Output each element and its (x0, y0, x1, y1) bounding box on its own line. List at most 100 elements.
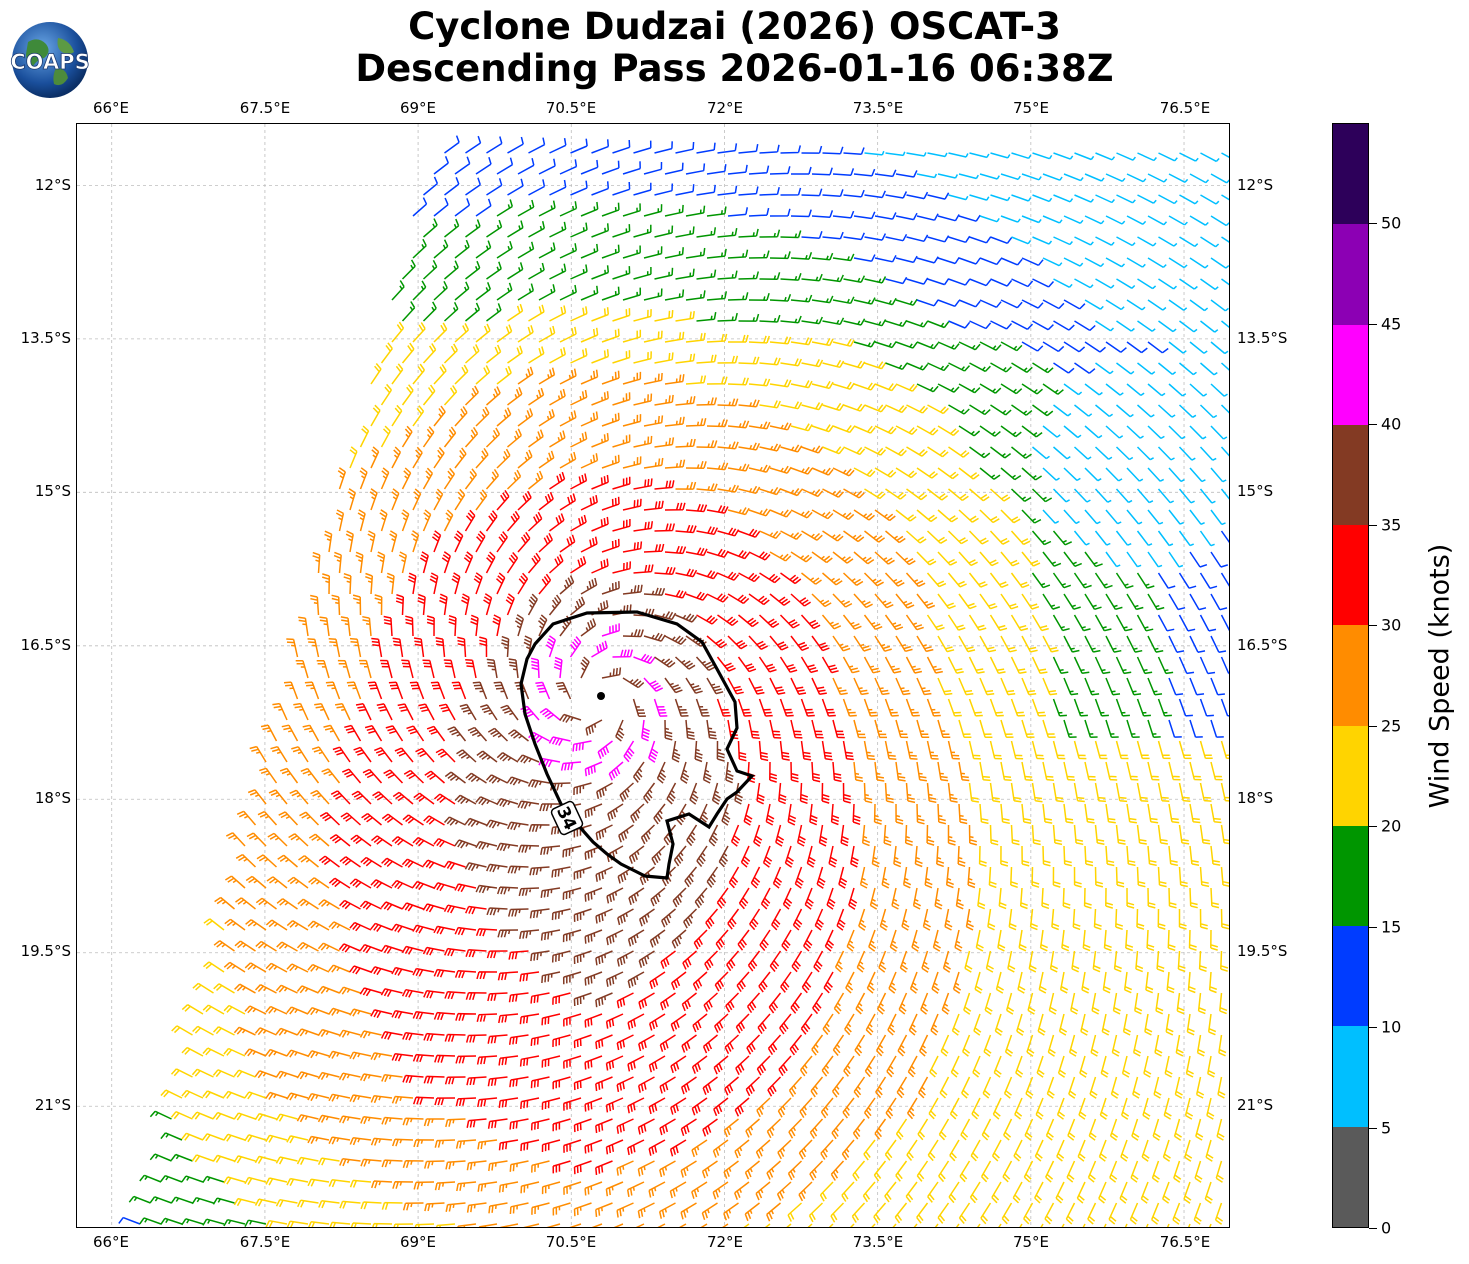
wind-barb (682, 950, 697, 970)
wind-barb (938, 1118, 950, 1141)
wind-barb (487, 1076, 508, 1087)
wind-barb (1010, 656, 1027, 674)
wind-barb (478, 1223, 498, 1227)
wind-barb (828, 845, 838, 868)
wind-barb (727, 249, 749, 259)
wind-barb (580, 453, 599, 469)
wind-barb (864, 404, 887, 413)
wind-barb (496, 365, 512, 385)
wind-barb (695, 656, 716, 671)
wind-barb (916, 803, 925, 825)
wind-barb (479, 636, 488, 658)
wind-barb (1000, 383, 1023, 395)
wind-barb (570, 348, 588, 364)
wind-barb (549, 263, 567, 280)
wind-barb (786, 1223, 792, 1227)
wind-barb (337, 467, 347, 490)
wind-barb (517, 754, 540, 764)
wind-barb (980, 1202, 992, 1225)
wind-barb (391, 879, 414, 890)
wind-barb (549, 179, 567, 196)
wind-barb (1053, 446, 1071, 460)
wind-barb (1151, 1202, 1160, 1225)
wind-barb (1010, 698, 1025, 717)
wind-barb (853, 340, 876, 348)
wind-barb (908, 1013, 918, 1036)
colorbar-segment (1333, 625, 1368, 726)
wind-barb (780, 145, 802, 154)
wind-barb (514, 614, 525, 637)
wind-barb (638, 908, 655, 927)
wind-barb (601, 623, 620, 637)
wind-barb (713, 1097, 729, 1117)
wind-barb (616, 1034, 634, 1051)
wind-barb (895, 1160, 908, 1182)
wind-barb (1116, 404, 1134, 418)
wind-barb (1000, 341, 1023, 352)
wind-barb (267, 832, 288, 847)
wind-barb (1031, 572, 1051, 589)
wind-barb (671, 971, 687, 991)
wind-barb (591, 391, 609, 406)
wind-barb (1189, 635, 1206, 653)
wind-barb (654, 352, 674, 364)
wind-barb (296, 941, 319, 952)
wind-barb (443, 509, 454, 532)
wind-barb (716, 698, 731, 717)
wind-barb (523, 1223, 540, 1227)
wind-barb (1039, 929, 1048, 952)
lat-tick-label: 19.5°S (1237, 942, 1288, 960)
colorbar-tick-mark (1369, 323, 1377, 325)
wind-barb (508, 1034, 529, 1045)
wind-barb (1042, 803, 1053, 824)
wind-barb (500, 704, 519, 721)
wind-barb (475, 198, 492, 217)
wind-barb (916, 677, 932, 696)
wind-barb (370, 404, 381, 427)
wind-barb (853, 254, 876, 262)
wind-barb (595, 824, 613, 841)
wind-barb (570, 138, 588, 154)
wind-barb (486, 344, 502, 364)
wind-barb (1217, 1076, 1226, 1099)
wind-barb (638, 1034, 655, 1052)
wind-barb (1094, 782, 1106, 803)
wind-barb (992, 1097, 1002, 1120)
wind-barb (734, 1139, 750, 1159)
wind-barb (1021, 593, 1040, 610)
wind-barb (1187, 971, 1196, 994)
wind-barb (879, 908, 888, 931)
wind-barb (769, 422, 792, 431)
wind-barb (958, 425, 981, 437)
wind-barb (433, 793, 456, 805)
wind-barb (1084, 803, 1095, 824)
wind-barb (947, 530, 969, 545)
wind-barb (969, 362, 991, 373)
wind-barb (848, 887, 858, 910)
wind-barb (832, 338, 855, 347)
wind-barb (759, 272, 781, 281)
wind-barb (397, 703, 414, 721)
wind-barb (559, 368, 577, 385)
wind-barb (623, 740, 635, 763)
wind-barb (696, 354, 717, 364)
wind-barb (968, 740, 981, 760)
wind-barb (506, 776, 529, 786)
wind-barb (685, 460, 707, 469)
wind-barb (391, 923, 414, 933)
wind-barb (626, 1181, 645, 1198)
wind-barb (296, 1028, 319, 1037)
wind-barb (958, 173, 979, 180)
wind-barb (1199, 404, 1218, 419)
wind-barb (622, 161, 641, 175)
wind-barb (881, 866, 890, 889)
wind-barb (654, 394, 674, 406)
wind-barb (486, 658, 498, 679)
wind-barb-map[interactable]: 34 (76, 123, 1230, 1228)
wind-barb (748, 165, 770, 175)
wind-barb (758, 971, 771, 993)
wind-barb (1073, 740, 1087, 760)
wind-barb (324, 530, 333, 553)
wind-barb (885, 446, 907, 457)
wind-barb (296, 1114, 319, 1123)
